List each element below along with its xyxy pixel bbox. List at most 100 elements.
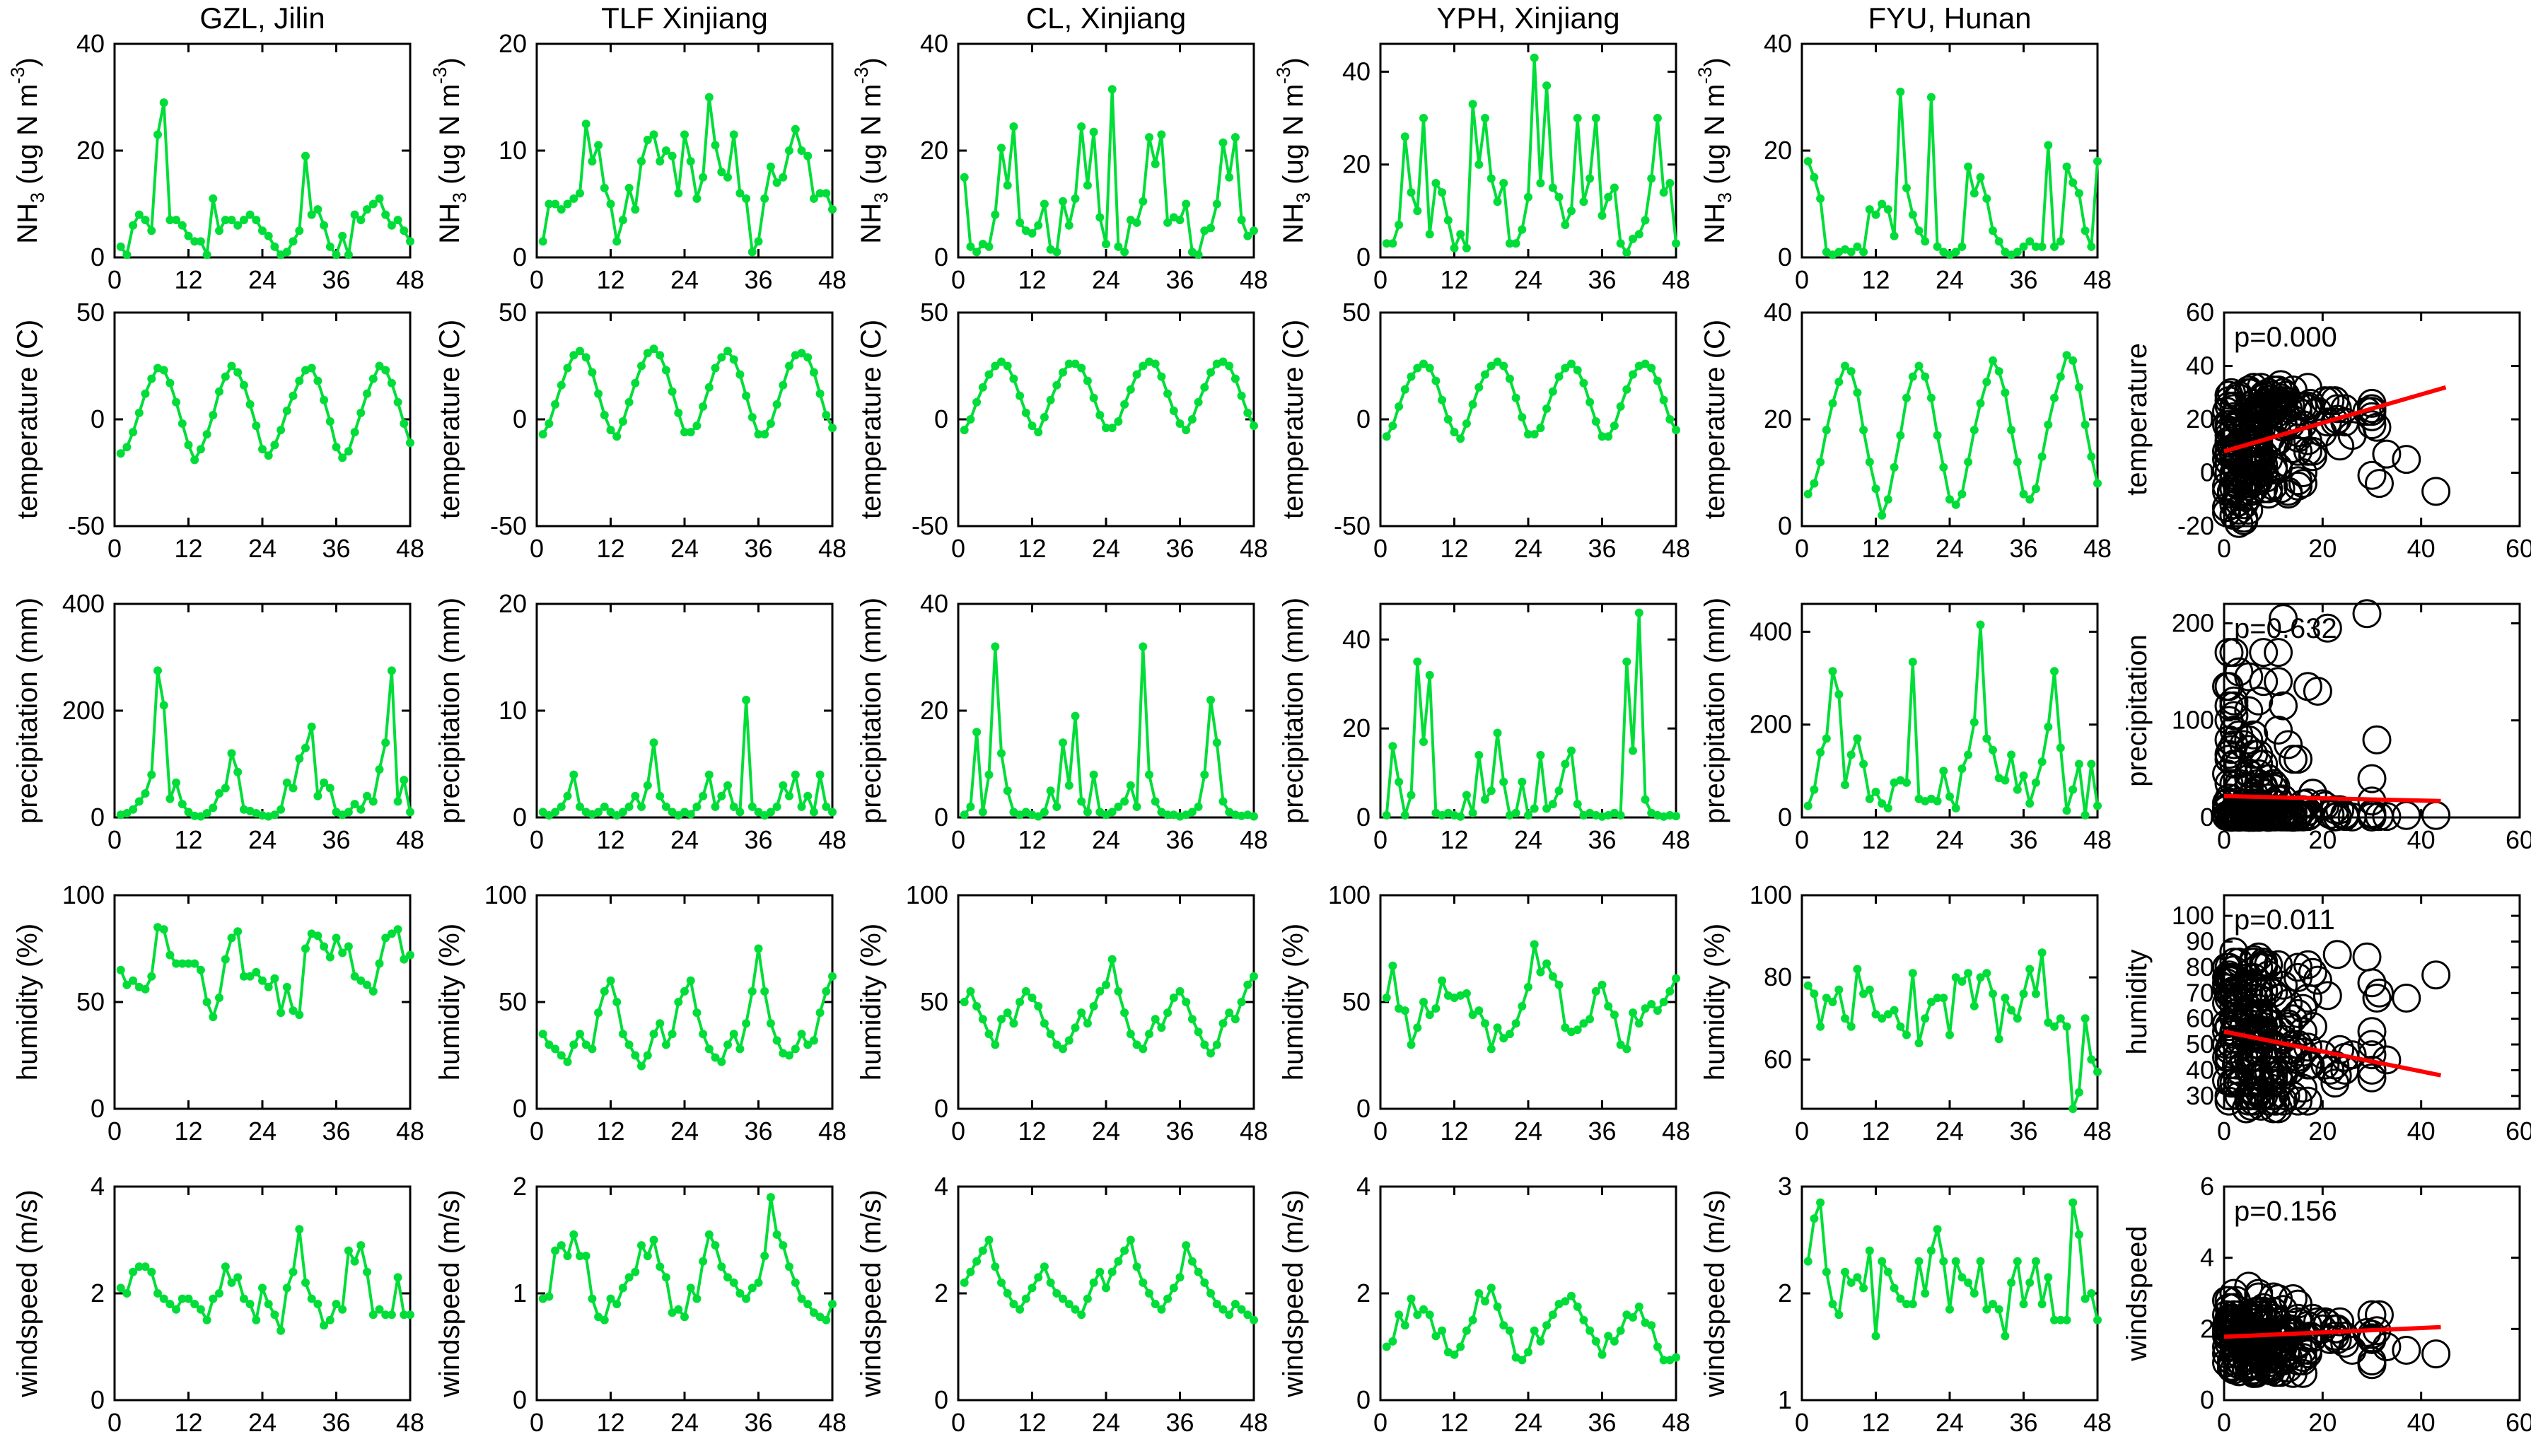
data-point [680,986,689,996]
data-point [2062,1315,2071,1324]
x-tick-label: 24 [1092,534,1120,563]
data-point [991,1262,1000,1271]
data-point [196,965,205,974]
scatter-point [2249,638,2279,668]
data-point [356,976,366,985]
data-point [637,802,646,811]
data-point [2013,1014,2022,1023]
data-point [747,1283,757,1293]
data-point [1542,81,1552,91]
data-point [1672,1353,1680,1362]
data-point [1622,248,1631,257]
data-point [1989,226,1997,235]
data-point [1524,810,1532,820]
data-point [557,1051,566,1060]
y-tick-label: 0 [513,1385,527,1414]
data-point [742,1294,751,1303]
x-tick-label: 12 [174,1117,202,1146]
data-point [1878,511,1887,520]
y-tick-label: 100 [484,880,527,909]
data-point [1016,1305,1025,1314]
data-point [723,1273,732,1282]
data-point [1982,969,1991,978]
data-point [2056,743,2065,752]
data-point [129,1267,138,1276]
data-point [344,1246,353,1255]
data-point [221,784,230,793]
data-point [159,1294,168,1303]
scatter-point [2421,960,2451,990]
data-point [1622,657,1631,666]
data-point [1157,1023,1166,1032]
x-tick-label: 48 [1662,534,1690,563]
data-point [233,767,243,776]
data-point [1542,1321,1552,1330]
y-tick-label: 20 [920,696,948,725]
data-point [2031,242,2040,251]
data-point [356,216,366,225]
data-point [1964,162,1973,171]
data-point [1003,181,1012,190]
data-point [239,972,248,981]
x-tick-label: 12 [174,1408,202,1437]
data-point [1182,1241,1191,1250]
data-point [1095,213,1105,222]
data-point [1212,738,1221,747]
data-point [350,800,359,809]
data-point [1425,670,1434,680]
data-point [1182,199,1191,209]
data-point [1659,998,1668,1006]
data-point [1009,374,1018,383]
axes-box [535,42,834,259]
data-point [828,808,837,817]
data-point [1151,797,1160,806]
data-point [1976,973,1985,982]
data-point [563,363,572,373]
data-point [1505,1030,1514,1039]
data-point [147,226,156,235]
data-point [1871,1332,1880,1341]
data-point [1388,1336,1397,1346]
data-point [1250,972,1258,981]
scatter-point [2357,394,2387,424]
axes-box [113,602,412,819]
data-point [1822,1267,1831,1276]
data-point [978,383,987,392]
data-point [1431,1004,1441,1013]
data-point [1163,810,1173,820]
data-point [742,194,751,203]
data-point [2001,388,2010,397]
data-point [190,1300,199,1309]
data-point [2031,1257,2040,1266]
x-tick-label: 24 [1936,825,1964,854]
data-point [1145,1289,1153,1298]
data-point [797,146,806,155]
y-axis-label: temperature [2122,343,2153,496]
scatter-point [2357,968,2387,998]
data-point [822,802,831,811]
scatter-point [2259,1081,2288,1111]
data-point [1641,359,1650,368]
scatter-point [2293,984,2322,1013]
data-point [1982,1305,1991,1314]
data-point [1665,986,1675,996]
data-point [1598,980,1607,989]
data-point [606,1294,615,1303]
data-point [1163,1008,1173,1018]
data-point [141,216,150,225]
scatter-point [2249,799,2279,828]
y-axis-label: NH3 (ug N m-3) [429,57,470,244]
data-point [797,1294,806,1303]
data-point [569,770,578,779]
data-point [295,1225,304,1234]
x-tick-label: 24 [1936,265,1964,294]
data-point [252,421,261,431]
data-point [1419,114,1428,122]
data-point [1554,980,1564,989]
data-point [966,802,975,811]
data-point [165,1300,175,1309]
x-tick-label: 12 [596,825,624,854]
scatter-point [2357,460,2387,490]
data-point [828,1300,837,1309]
